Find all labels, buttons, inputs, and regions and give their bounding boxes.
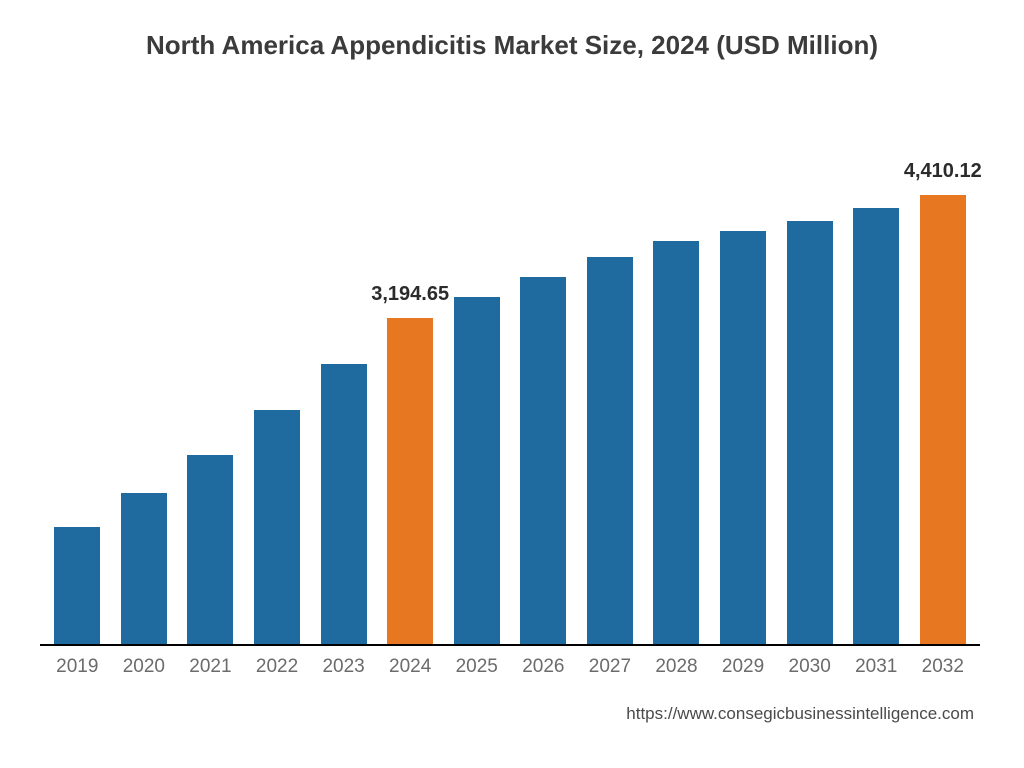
bar xyxy=(121,493,167,644)
x-axis-label: 2030 xyxy=(776,656,843,678)
bar xyxy=(653,241,699,644)
bar xyxy=(920,195,966,644)
x-axis-label: 2028 xyxy=(643,656,710,678)
bar xyxy=(254,410,300,644)
bar xyxy=(787,221,833,644)
bar-slot xyxy=(843,116,910,644)
x-axis-label: 2031 xyxy=(843,656,910,678)
bar-value-label: 3,194.65 xyxy=(371,283,449,306)
bar-value-label: 4,410.12 xyxy=(904,160,982,183)
bar-slot: 3,194.65 xyxy=(377,116,444,644)
bar-slot xyxy=(244,116,311,644)
x-axis-label: 2021 xyxy=(177,656,244,678)
bar-slot xyxy=(443,116,510,644)
chart-title: North America Appendicitis Market Size, … xyxy=(30,30,994,61)
bar-slot xyxy=(643,116,710,644)
bar xyxy=(720,231,766,644)
source-url: https://www.consegicbusinessintelligence… xyxy=(30,704,974,724)
x-axis-label: 2027 xyxy=(577,656,644,678)
x-axis-label: 2025 xyxy=(443,656,510,678)
x-axis-label: 2032 xyxy=(910,656,977,678)
bars-row: 3,194.65 4,410.12 xyxy=(40,116,980,646)
bar-slot xyxy=(710,116,777,644)
x-axis-labels: 2019202020212022202320242025202620272028… xyxy=(40,656,980,678)
x-axis-label: 2023 xyxy=(310,656,377,678)
x-axis-label: 2024 xyxy=(377,656,444,678)
plot-area: 3,194.65 4,410.12 xyxy=(40,116,980,646)
bar xyxy=(54,527,100,644)
x-axis-label: 2029 xyxy=(710,656,777,678)
x-axis-label: 2020 xyxy=(111,656,178,678)
bar xyxy=(387,318,433,644)
bar-slot xyxy=(310,116,377,644)
bar-slot xyxy=(776,116,843,644)
bar-slot xyxy=(577,116,644,644)
bar-slot xyxy=(510,116,577,644)
bar-slot xyxy=(177,116,244,644)
bar xyxy=(321,364,367,644)
bar xyxy=(853,208,899,644)
x-axis-label: 2022 xyxy=(244,656,311,678)
bar xyxy=(454,297,500,644)
bar-slot: 4,410.12 xyxy=(910,116,977,644)
bar xyxy=(520,277,566,644)
chart-container: North America Appendicitis Market Size, … xyxy=(30,20,994,740)
bar xyxy=(187,455,233,644)
bar-slot xyxy=(44,116,111,644)
x-axis-label: 2026 xyxy=(510,656,577,678)
bar xyxy=(587,257,633,644)
x-axis-label: 2019 xyxy=(44,656,111,678)
bar-slot xyxy=(111,116,178,644)
